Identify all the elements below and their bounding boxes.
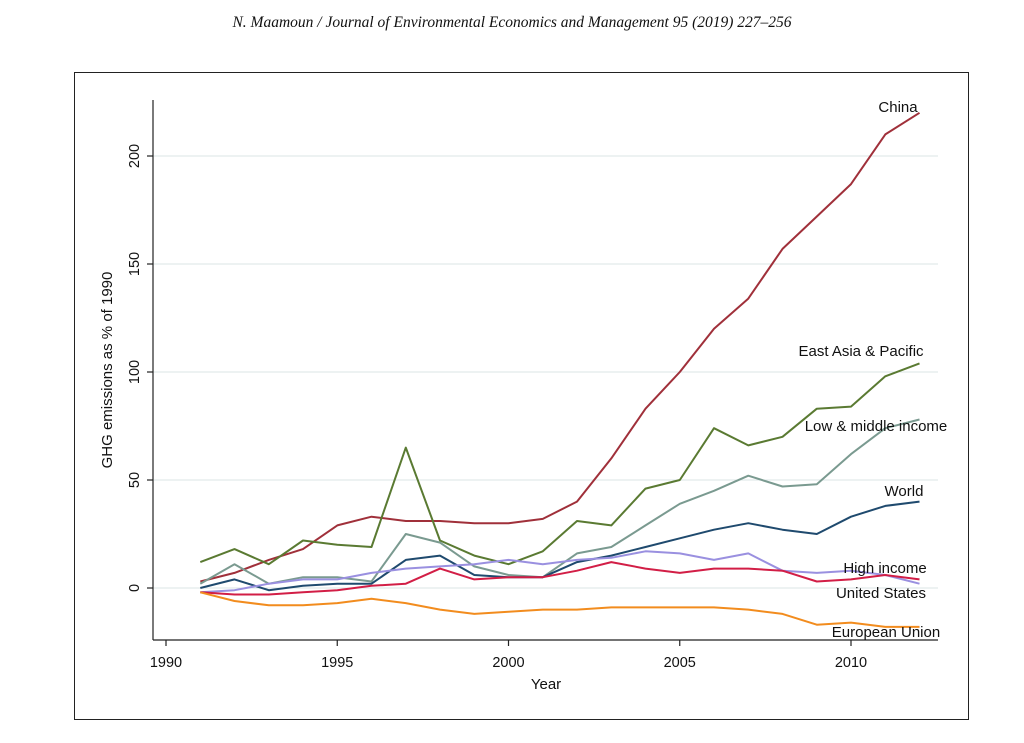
x-tick-label: 2000 (492, 655, 524, 671)
x-axis-label: Year (531, 676, 561, 693)
x-tick-label: 1990 (150, 655, 182, 671)
y-tick-label: 100 (127, 360, 143, 384)
series-lines (199, 111, 921, 628)
series-label-low-middle-income: Low & middle income (805, 418, 948, 435)
gridlines (153, 155, 938, 589)
series-label-world: World (885, 483, 924, 500)
x-tick-label: 2005 (664, 655, 696, 671)
axes (152, 100, 938, 641)
series-label-china: China (878, 99, 918, 116)
y-ticks: 0 50 100 150 200 (127, 144, 153, 592)
series-label-united-states: United States (836, 585, 926, 602)
series-line-low-middle-income (199, 418, 920, 585)
series-label-european-union: European Union (832, 624, 940, 641)
series-line-east-asia-pacific (199, 362, 920, 566)
y-tick-label: 50 (127, 472, 143, 488)
series-line-united-states (200, 561, 920, 596)
x-tick-label: 1995 (321, 655, 353, 671)
series-line-china (200, 111, 921, 583)
series-line-high-income (200, 550, 920, 594)
chart-frame (74, 72, 969, 720)
x-tick-label: 2010 (835, 655, 867, 671)
y-axis-label: GHG emissions as % of 1990 (99, 272, 116, 469)
series-line-european-union (200, 591, 920, 628)
series-labels: China East Asia & Pacific Low & middle inc… (798, 99, 947, 641)
y-tick-label: 150 (127, 252, 143, 276)
series-label-east-asia-pacific: East Asia & Pacific (798, 343, 924, 360)
series-line-world (200, 500, 920, 592)
y-tick-label: 200 (127, 144, 143, 168)
series-label-high-income: High income (843, 560, 926, 577)
journal-header: N. Maamoun / Journal of Environmental Ec… (232, 14, 792, 31)
x-ticks: 1990 1995 2000 2005 2010 (150, 640, 867, 671)
y-tick-label: 0 (127, 584, 143, 592)
